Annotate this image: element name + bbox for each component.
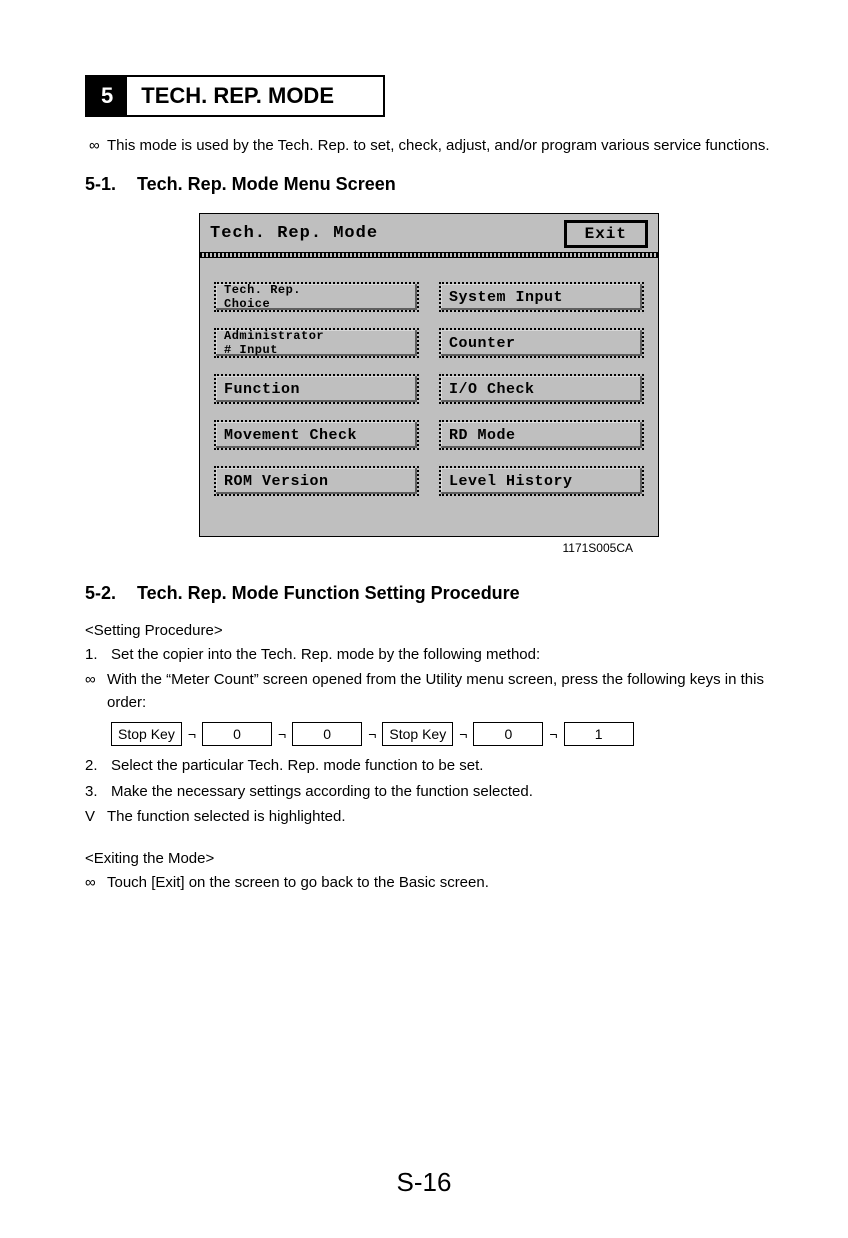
step-3: 3.Make the necessary settings according …	[85, 780, 773, 803]
key-stop: Stop Key	[111, 722, 182, 746]
step-1-sub: ∞With the “Meter Count” screen opened fr…	[85, 668, 773, 715]
chapter-number: 5	[87, 77, 127, 115]
exiting-text: ∞Touch [Exit] on the screen to go back t…	[85, 871, 773, 894]
rd-mode-button[interactable]: RD Mode	[439, 420, 644, 450]
step-2: 2.Select the particular Tech. Rep. mode …	[85, 754, 773, 777]
key-1: 1	[564, 722, 634, 746]
step-1: 1.Set the copier into the Tech. Rep. mod…	[85, 643, 773, 666]
lcd-screen: Tech. Rep. Mode Exit Tech. Rep. Choice S…	[199, 213, 659, 537]
key-0: 0	[202, 722, 272, 746]
page-number: S-16	[0, 1167, 848, 1198]
io-check-button[interactable]: I/O Check	[439, 374, 644, 404]
bullet-icon: ∞	[89, 135, 107, 158]
figure-code: 1171S005CA	[85, 541, 773, 555]
intro-text: ∞This mode is used by the Tech. Rep. to …	[85, 135, 773, 158]
key-sequence: Stop Key ¬ 0 ¬ 0 ¬ Stop Key ¬ 0 ¬ 1	[111, 722, 773, 746]
note: VThe function selected is highlighted.	[85, 805, 773, 828]
key-0: 0	[292, 722, 362, 746]
movement-check-button[interactable]: Movement Check	[214, 420, 419, 450]
key-0: 0	[473, 722, 543, 746]
tech-rep-choice-button[interactable]: Tech. Rep. Choice	[214, 282, 419, 312]
counter-button[interactable]: Counter	[439, 328, 644, 358]
arrow-icon: ¬	[549, 726, 557, 742]
exit-button[interactable]: Exit	[564, 220, 648, 248]
administrator-input-button[interactable]: Administrator # Input	[214, 328, 419, 358]
arrow-icon: ¬	[368, 726, 376, 742]
function-button[interactable]: Function	[214, 374, 419, 404]
system-input-button[interactable]: System Input	[439, 282, 644, 312]
lcd-title: Tech. Rep. Mode	[210, 224, 378, 243]
section-5-2-heading: 5-2.Tech. Rep. Mode Function Setting Pro…	[85, 583, 773, 604]
chapter-header: 5 TECH. REP. MODE	[85, 75, 385, 117]
arrow-icon: ¬	[278, 726, 286, 742]
rom-version-button[interactable]: ROM Version	[214, 466, 419, 496]
chapter-title: TECH. REP. MODE	[127, 77, 348, 115]
level-history-button[interactable]: Level History	[439, 466, 644, 496]
arrow-icon: ¬	[459, 726, 467, 742]
exiting-mode-label: <Exiting the Mode>	[85, 850, 773, 867]
arrow-icon: ¬	[188, 726, 196, 742]
section-5-1-heading: 5-1.Tech. Rep. Mode Menu Screen	[85, 174, 773, 195]
key-stop: Stop Key	[382, 722, 453, 746]
setting-procedure-label: <Setting Procedure>	[85, 622, 773, 639]
